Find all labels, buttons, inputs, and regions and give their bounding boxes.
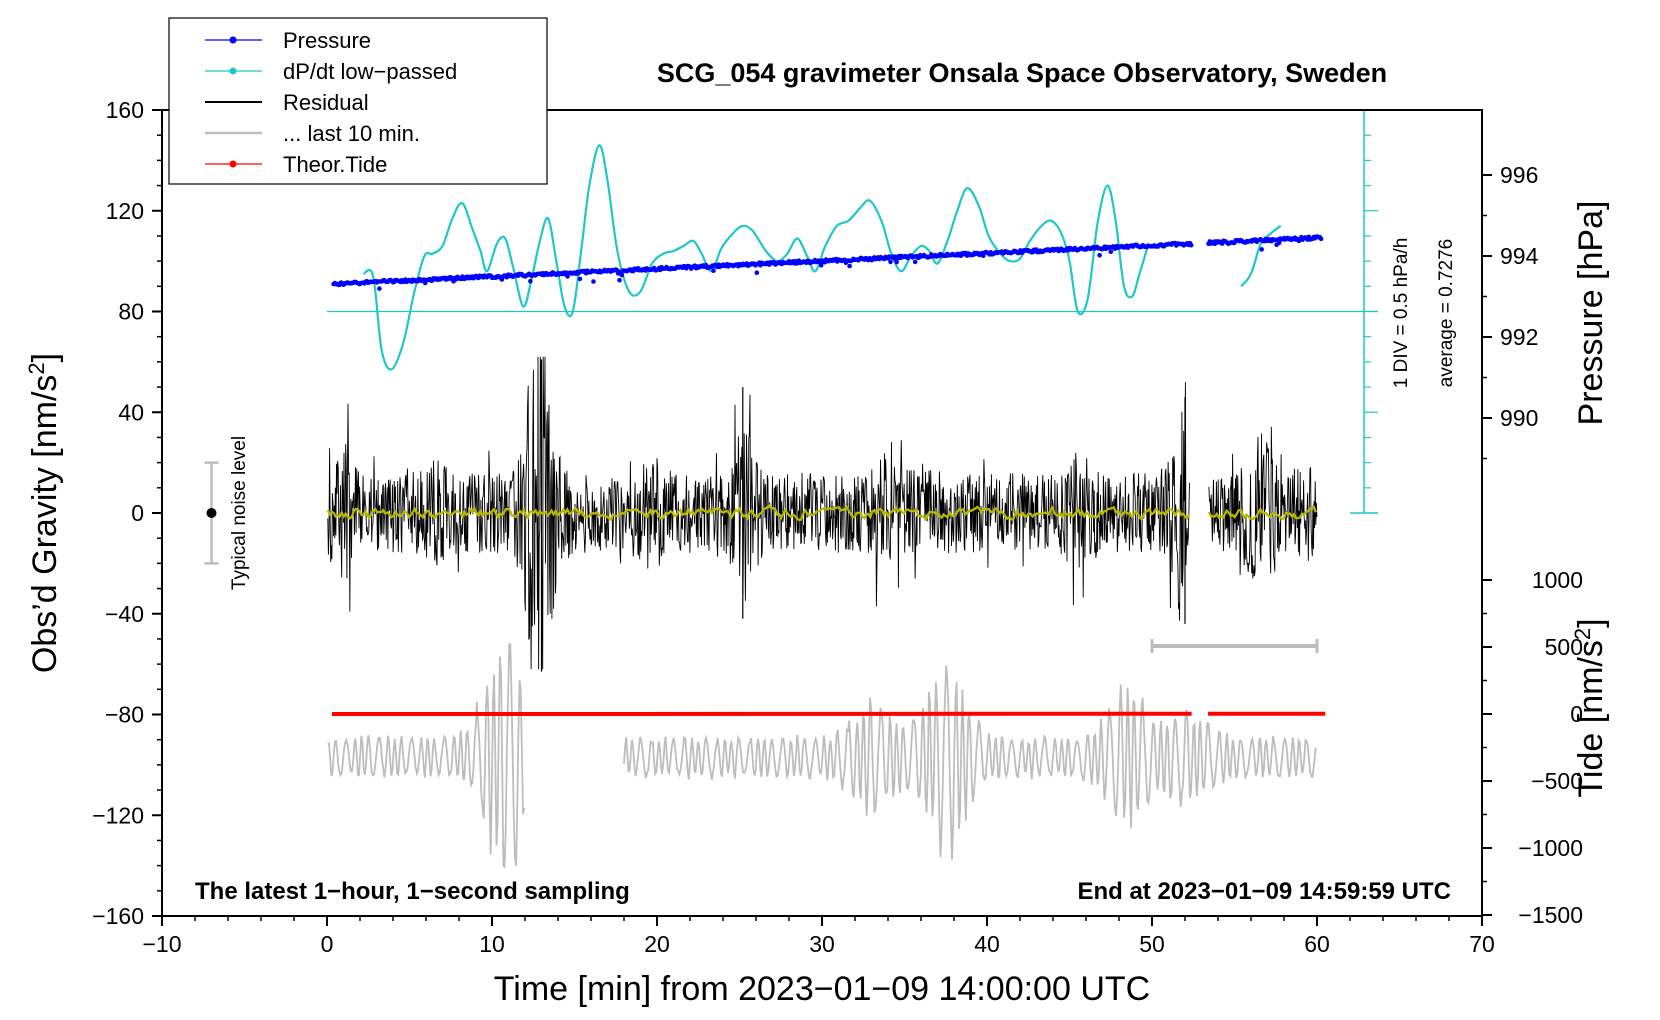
y-tick-label: −80 [105,702,144,728]
pressure-point [577,276,583,282]
tide-tick-label: −1000 [1518,835,1583,861]
residual-line [1208,426,1318,579]
pressure-point [1276,240,1282,246]
legend-entry-last10: ... last 10 min. [205,121,420,146]
dpdt-average-label: average = 0.7276 [1436,239,1457,387]
pressure-tick-label: 994 [1500,243,1539,269]
legend: Pressure dP/dt low−passed Residual ... l… [168,17,548,185]
legend-label-last10: ... last 10 min. [283,121,420,146]
pressure-point [894,259,899,265]
pressure-tick-label: 990 [1500,405,1538,431]
footer-left-note: The latest 1−hour, 1−second sampling [195,878,630,905]
pressure-point [1097,253,1102,258]
residual-lowpassed-line [1207,505,1317,521]
x-tick-label: 20 [644,931,670,957]
tide-tick-label: 1000 [1532,567,1583,593]
chart-title: SCG_054 gravimeter Onsala Space Observat… [657,58,1387,88]
pressure-point [888,259,893,265]
x-axis-label: Time [min] from 2023−01−09 14:00:00 UTC [494,970,1150,1008]
pressure-series [331,234,1324,291]
pressure-point [912,259,918,265]
last10-line [327,643,526,869]
residual-lowpassed-line [326,503,1191,523]
y-tick-label: 80 [118,299,144,325]
axis-ticks-layer: −10 0 10 20 30 40 50 60 70 160 120 80 40 0 −40 −80 −120 −… [92,97,1583,957]
legend-marker-dpdt [229,67,237,75]
legend-label-tide: Theor.Tide [283,152,387,177]
pressure-point [1318,236,1324,242]
dpdt-lowpassed-line [1240,225,1282,288]
y-tick-label: 160 [106,97,144,123]
x-tick-label: 10 [479,931,505,957]
x-tick-label: 40 [974,931,1000,957]
pressure-point [1259,247,1264,252]
pressure-tick-label: 996 [1500,162,1538,188]
tide-tick-label: 500 [1545,634,1583,660]
legend-entry-pressure: Pressure [205,28,371,53]
y-tick-label: 40 [118,399,144,425]
plot-frame [161,109,1483,917]
pressure-point [528,278,533,284]
dpdt-scale-label: 1 DIV = 0.5 hPa/h [1391,238,1412,389]
x-tick-label: −10 [142,931,181,957]
plot-area-layer [204,109,1378,869]
legend-entry-residual: Residual [205,90,369,115]
y-tick-label: 120 [106,198,144,224]
legend-marker-tide [229,160,237,168]
legend-label-pressure: Pressure [283,28,371,53]
tide-tick-label: 0 [1570,701,1583,727]
y-tick-label: −120 [92,802,144,828]
y-tick-label: −40 [105,601,144,627]
legend-label-residual: Residual [283,90,369,115]
x-tick-label: 60 [1304,931,1330,957]
x-tick-label: 0 [321,931,334,957]
footer-right-note: End at 2023−01−09 14:59:59 UTC [1077,878,1451,905]
pressure-point [711,268,716,274]
y-axis-label-tide: Tide [nm/s2] [1570,618,1610,797]
noise-level-label: Typical noise level [229,436,250,590]
tide-tick-label: −500 [1531,768,1583,794]
dpdt-lowpassed-line [362,144,1149,371]
legend-entry-tide: Theor.Tide [205,152,387,177]
legend-marker-pressure [229,36,237,44]
pressure-point [617,277,622,283]
y-axis-label-gravity: Obs’d Gravity [nm/s2] [24,353,64,673]
legend-label-dpdt: dP/dt low−passed [283,59,457,84]
pressure-point [1108,249,1114,254]
pressure-point [1188,242,1194,248]
noise-level-center-dot [206,508,217,518]
pressure-point [377,286,382,291]
y-tick-label: −160 [92,903,144,929]
tide-tick-label: −1500 [1518,902,1583,928]
legend-entry-dpdt: dP/dt low−passed [205,59,457,84]
x-tick-label: 70 [1469,931,1495,957]
pressure-point [847,263,852,269]
pressure-point [591,279,596,284]
pressure-point [619,272,625,278]
last10-line [623,665,1317,860]
x-tick-label: 50 [1139,931,1165,957]
y-axis-label-pressure: Pressure [hPa] [1572,201,1610,426]
pressure-tick-label: 992 [1500,324,1538,350]
x-tick-label: 30 [809,931,835,957]
pressure-point [754,270,760,276]
y-tick-label: 0 [131,500,144,526]
pressure-point [818,263,824,268]
